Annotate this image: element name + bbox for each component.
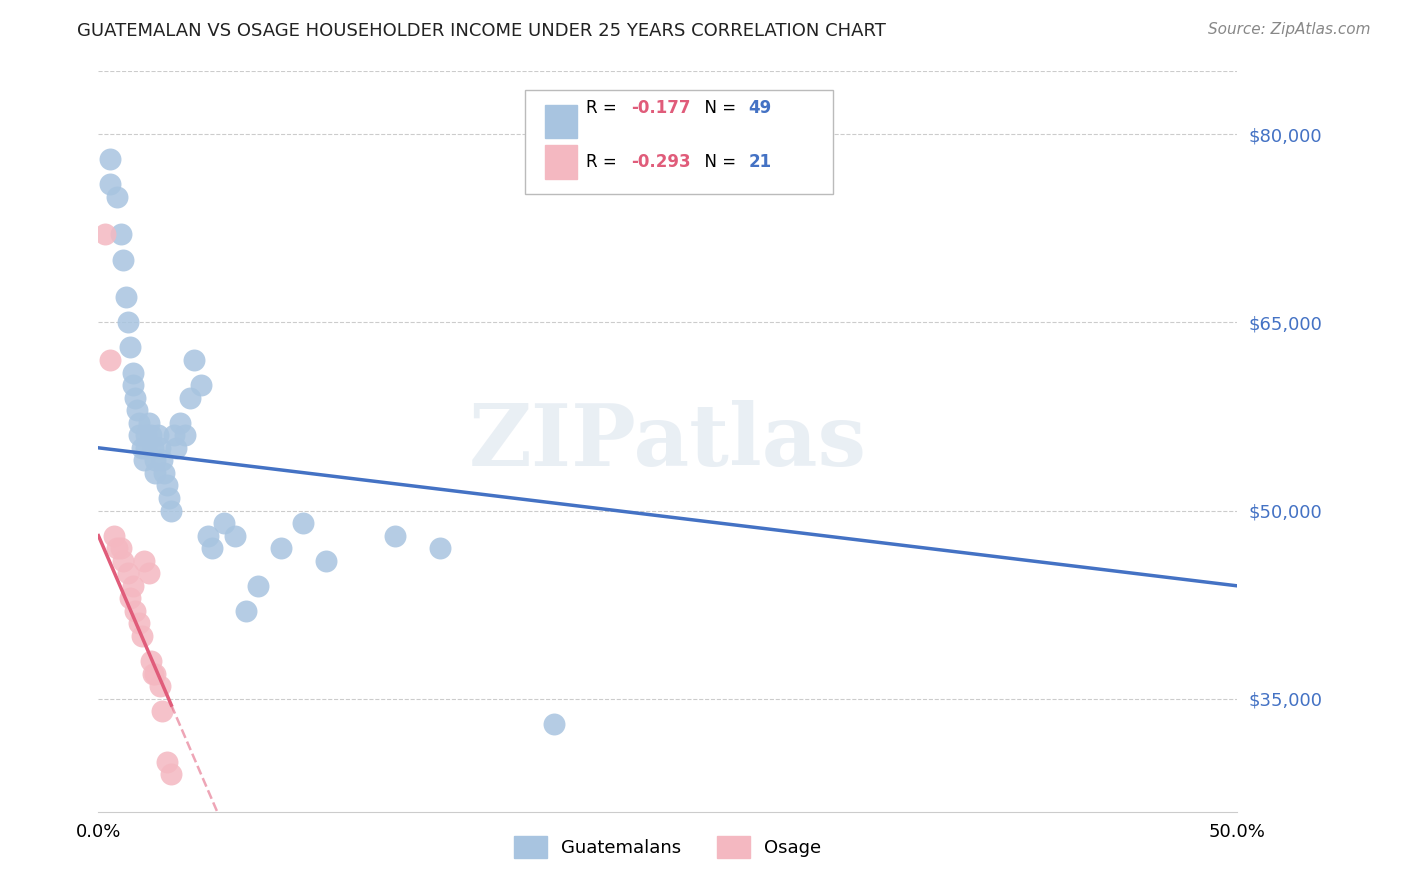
Text: GUATEMALAN VS OSAGE HOUSEHOLDER INCOME UNDER 25 YEARS CORRELATION CHART: GUATEMALAN VS OSAGE HOUSEHOLDER INCOME U… [77, 22, 886, 40]
Point [235, 604, 257, 618]
Text: N =: N = [695, 99, 741, 118]
Point [103, 529, 125, 543]
Point [246, 579, 269, 593]
Point [190, 378, 212, 392]
Point [174, 428, 197, 442]
Point [132, 453, 155, 467]
Point [212, 516, 235, 530]
Point [160, 767, 183, 781]
Point [224, 529, 246, 543]
Point [131, 629, 153, 643]
Text: ZIPatlas: ZIPatlas [468, 400, 868, 483]
Point [135, 441, 157, 455]
Bar [546, 145, 576, 178]
Point [183, 353, 205, 368]
Text: R =: R = [586, 99, 621, 118]
Point [98, 152, 121, 166]
Point [157, 491, 180, 505]
Point [120, 591, 142, 606]
Point [124, 391, 146, 405]
Point [201, 541, 224, 556]
Point [135, 428, 157, 442]
Point [150, 704, 173, 718]
Text: 49: 49 [749, 99, 772, 118]
Point [146, 428, 169, 442]
Point [112, 554, 135, 568]
Point [384, 529, 406, 543]
Point [145, 453, 167, 467]
FancyBboxPatch shape [526, 90, 832, 194]
Point [292, 516, 315, 530]
Point [120, 340, 142, 354]
Text: N =: N = [695, 153, 741, 171]
Point [127, 403, 149, 417]
Point [142, 666, 165, 681]
Point [165, 441, 187, 455]
Point [128, 416, 150, 430]
Text: R =: R = [586, 153, 621, 171]
Text: -0.293: -0.293 [631, 153, 690, 171]
Point [112, 252, 135, 267]
Point [114, 290, 136, 304]
Point [138, 566, 160, 581]
Point [145, 666, 167, 681]
Point [117, 315, 139, 329]
Point [162, 428, 184, 442]
Point [149, 679, 172, 693]
Point [121, 378, 143, 392]
Text: 21: 21 [749, 153, 772, 171]
Point [138, 416, 160, 430]
Point [121, 366, 143, 380]
Point [121, 579, 143, 593]
Point [145, 466, 167, 480]
Point [117, 566, 139, 581]
Point [149, 441, 172, 455]
Point [197, 529, 219, 543]
Point [429, 541, 451, 556]
Bar [546, 104, 576, 138]
Point [139, 654, 162, 668]
Point [110, 227, 132, 242]
Point [156, 478, 179, 492]
Text: -0.177: -0.177 [631, 99, 690, 118]
Point [160, 503, 183, 517]
Legend: Guatemalans, Osage: Guatemalans, Osage [508, 830, 828, 865]
Point [315, 554, 337, 568]
Point [150, 453, 173, 467]
Point [270, 541, 292, 556]
Point [131, 441, 153, 455]
Point [132, 554, 155, 568]
Point [94, 227, 117, 242]
Point [139, 428, 162, 442]
Point [128, 616, 150, 631]
Point [543, 717, 565, 731]
Point [105, 541, 128, 556]
Point [98, 178, 121, 192]
Point [153, 466, 176, 480]
Point [105, 190, 128, 204]
Point [142, 441, 165, 455]
Point [98, 353, 121, 368]
Point [110, 541, 132, 556]
Point [128, 428, 150, 442]
Text: Source: ZipAtlas.com: Source: ZipAtlas.com [1208, 22, 1371, 37]
Point [124, 604, 146, 618]
Point [179, 391, 201, 405]
Point [156, 755, 179, 769]
Point [169, 416, 191, 430]
